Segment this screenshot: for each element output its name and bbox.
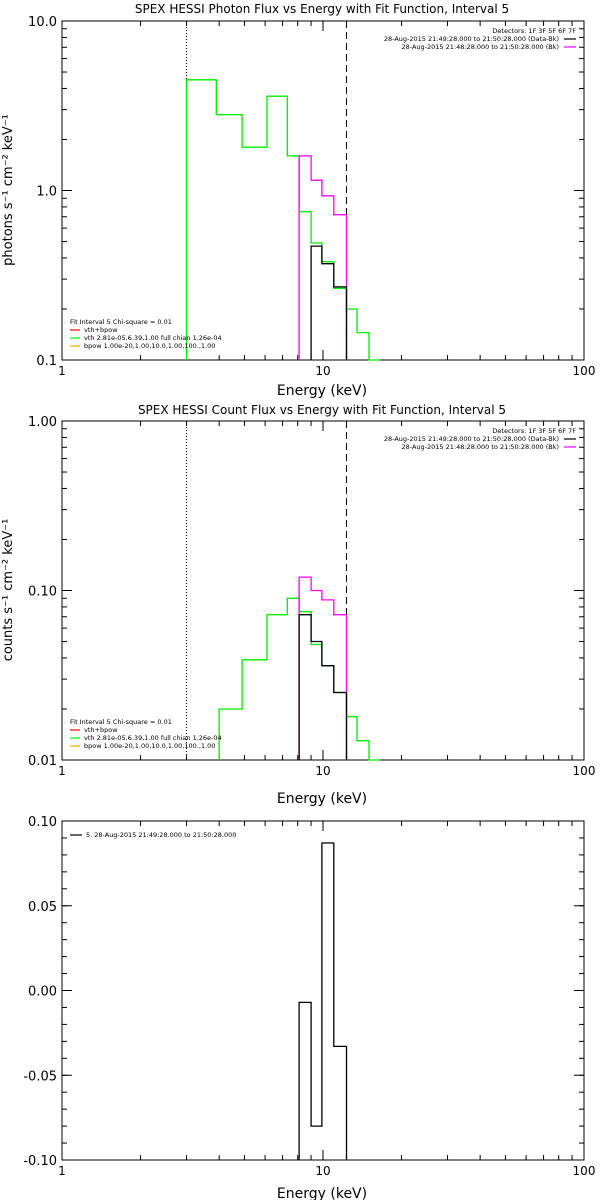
count-flux-panel: SPEX HESSI Count Flux vs Energy with Fit… (1, 403, 595, 807)
axis-ticks: 1 10 100 -0.10 -0.05 0.00 0.05 0.10 (23, 815, 595, 1178)
chart-title: SPEX HESSI Count Flux vs Energy with Fit… (138, 403, 506, 417)
fit-legend-entry: bpow 1.00e-20,1.00,10.0,1.00,100.,1.00 (84, 342, 215, 350)
reference-lines (186, 421, 347, 760)
residual-series (298, 842, 348, 1160)
y-tick-label: 1.00 (28, 415, 57, 430)
plot-frame (61, 20, 585, 361)
series-step-line-0 (218, 597, 380, 761)
x-axis-label: Energy (keV) (277, 1186, 367, 1200)
spectrum-series (185, 79, 380, 361)
legend-entry: Detectors: 1F 3F 5F 6F 7F (492, 27, 576, 35)
y-tick-label: -0.05 (23, 1069, 57, 1084)
x-tick-label: 1 (58, 764, 66, 778)
x-tick-label: 10 (315, 764, 330, 778)
fit-legend-entry: vth+bpow (84, 726, 118, 734)
axis-ticks: 1 10 100 0.01 0.10 1.00 (28, 415, 595, 778)
x-tick-label: 10 (315, 364, 330, 378)
fit-legend: Fit Interval 5 Chi-square = 0.01vth+bpow… (70, 718, 222, 750)
y-tick-label: 0.05 (28, 900, 57, 915)
chart-title: SPEX HESSI Photon Flux vs Energy with Fi… (135, 2, 509, 16)
series-step-line-1 (298, 576, 348, 760)
y-tick-label: 10.0 (28, 15, 57, 30)
x-axis-label: Energy (keV) (277, 383, 367, 399)
series-step-line-0 (298, 842, 348, 1160)
series-step-line-2 (310, 245, 348, 360)
legend-entry: 28-Aug-2015 21:48:28.000 to 21:50:28.000… (402, 443, 559, 451)
series-step-line-2 (298, 614, 348, 760)
y-tick-label: 0.00 (28, 985, 57, 1000)
spectrum-series (218, 576, 380, 761)
x-axis-label: Energy (keV) (277, 791, 367, 807)
x-tick-label: 1 (58, 364, 66, 378)
y-axis-label: photons s⁻¹ cm⁻² keV⁻¹ (1, 114, 16, 266)
photon-flux-panel: SPEX HESSI Photon Flux vs Energy with Fi… (1, 2, 595, 399)
legend-entry: 5. 28-Aug-2015 21:49:28.000 to 21:50:28.… (86, 831, 236, 839)
y-tick-label: 0.01 (28, 754, 57, 769)
legend-entry: 28-Aug-2015 21:49:28.000 to 21:50:28.000… (384, 35, 559, 43)
fit-legend-entry: bpow 1.00e-20,1.00,10.0,1.00,100.,1.00 (84, 742, 215, 750)
fit-legend-entry: vth 2.81e-05,6.39,1.00 full chian 1.26e-… (84, 734, 222, 742)
y-tick-label: 0.1 (36, 354, 57, 369)
plot-frame (61, 820, 585, 1161)
y-tick-label: 1.0 (36, 185, 57, 200)
y-tick-label: 0.10 (28, 815, 57, 830)
x-tick-label: 100 (573, 364, 596, 378)
legend-entry: 28-Aug-2015 21:49:28.000 to 21:50:28.000… (384, 435, 559, 443)
y-tick-label: 0.10 (28, 585, 57, 600)
series-step-line-1 (298, 155, 348, 360)
fit-legend-entry: Fit Interval 5 Chi-square = 0.01 (70, 318, 172, 326)
y-tick-label: -0.10 (23, 1154, 57, 1169)
legend-entry: Detectors: 1F 3F 5F 6F 7F (492, 427, 576, 435)
fit-legend-entry: vth 2.81e-05,6.39,1.00 full chian 1.26e-… (84, 334, 222, 342)
series-step-line-0 (185, 79, 380, 361)
y-axis-label: counts s⁻¹ cm⁻² keV⁻¹ (1, 519, 16, 662)
x-tick-label: 100 (573, 1164, 596, 1178)
legend: 5. 28-Aug-2015 21:49:28.000 to 21:50:28.… (70, 831, 236, 839)
plot-frame (61, 420, 585, 761)
x-tick-label: 100 (573, 764, 596, 778)
residuals-panel: 1 10 100 -0.10 -0.05 0.00 0.05 0.10 5. 28-Aug-2… (23, 815, 595, 1200)
x-tick-label: 1 (58, 1164, 66, 1178)
legend-entry: 28-Aug-2015 21:48:28.000 to 21:50:28.000… (402, 43, 559, 51)
fit-legend-entry: Fit Interval 5 Chi-square = 0.01 (70, 718, 172, 726)
fit-legend: Fit Interval 5 Chi-square = 0.01vth+bpow… (70, 318, 222, 350)
fit-legend-entry: vth+bpow (84, 326, 118, 334)
x-tick-label: 10 (315, 1164, 330, 1178)
